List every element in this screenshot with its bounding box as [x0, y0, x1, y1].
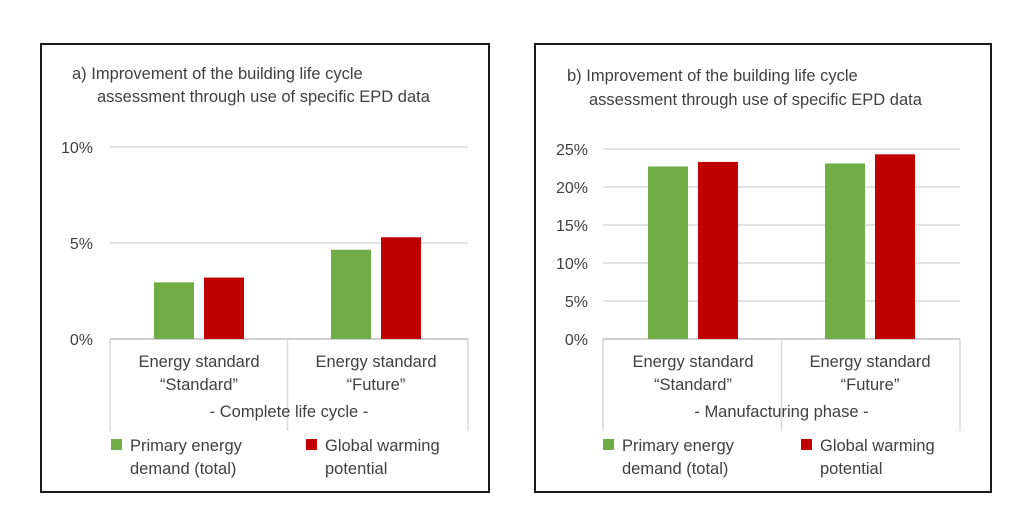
chart-a-legend-label: demand (total) [130, 460, 236, 478]
chart-a-category-label: “Standard” [160, 376, 238, 394]
chart-a-bar-primary-energy [331, 249, 371, 339]
chart-b-ytick-label: 5% [565, 294, 588, 311]
chart-b-ytick-label: 15% [556, 218, 588, 235]
chart-a-legend-swatch [111, 439, 122, 450]
chart-a-xaxis-label: - Complete life cycle - [210, 403, 369, 421]
chart-b-bar-global-warming [698, 161, 738, 339]
chart-b-legend-swatch [801, 439, 812, 450]
chart-b-ytick-label: 25% [556, 142, 588, 159]
chart-b-legend-label: demand (total) [622, 460, 728, 478]
chart-b-bar-global-warming [875, 154, 915, 339]
chart-b-legend-label: Primary energy [622, 437, 735, 455]
chart-a-ytick-label: 10% [61, 140, 93, 157]
chart-b-ytick-label: 0% [565, 332, 588, 349]
chart-a-legend-label: Global warming [325, 437, 440, 455]
chart-a-bar-global-warming [204, 277, 244, 339]
chart-a-title-line1: a) Improvement of the building life cycl… [72, 65, 363, 83]
chart-b-ytick-label: 10% [556, 256, 588, 273]
chart-b-legend-label: potential [820, 460, 882, 478]
chart-a-legend-label: Primary energy [130, 437, 243, 455]
chart-a-bar-global-warming [381, 237, 421, 339]
chart-b-category-label: Energy standard [632, 353, 753, 371]
chart-a-title-line2: assessment through use of specific EPD d… [97, 88, 431, 106]
chart-b-legend-label: Global warming [820, 437, 935, 455]
chart-a-ytick-label: 5% [70, 236, 93, 253]
chart-a-ytick-label: 0% [70, 332, 93, 349]
chart-b-ytick-label: 20% [556, 180, 588, 197]
chart-a-legend-label: potential [325, 460, 387, 478]
chart-a-category-label: Energy standard [315, 353, 436, 371]
chart-b-category-label: “Standard” [654, 376, 732, 394]
chart-b-title-line2: assessment through use of specific EPD d… [589, 91, 923, 109]
chart-b-bar-primary-energy [825, 163, 865, 339]
chart-b-category-label: “Future” [841, 376, 900, 394]
chart-a-category-label: “Future” [347, 376, 406, 394]
chart-panel-a: a) Improvement of the building life cycl… [40, 43, 490, 493]
chart-a-svg: a) Improvement of the building life cycl… [61, 65, 469, 478]
chart-a-bar-primary-energy [154, 282, 194, 339]
chart-b-category-label: Energy standard [809, 353, 930, 371]
chart-b-xaxis-label: - Manufacturing phase - [694, 403, 868, 421]
chart-a-category-label: Energy standard [138, 353, 259, 371]
chart-panel-b: b) Improvement of the building life cycl… [534, 43, 992, 493]
chart-b-svg: b) Improvement of the building life cycl… [556, 67, 961, 478]
chart-b-title-line1: b) Improvement of the building life cycl… [567, 67, 858, 85]
chart-b-bar-primary-energy [648, 166, 688, 339]
chart-b-legend-swatch [603, 439, 614, 450]
chart-a-legend-swatch [306, 439, 317, 450]
